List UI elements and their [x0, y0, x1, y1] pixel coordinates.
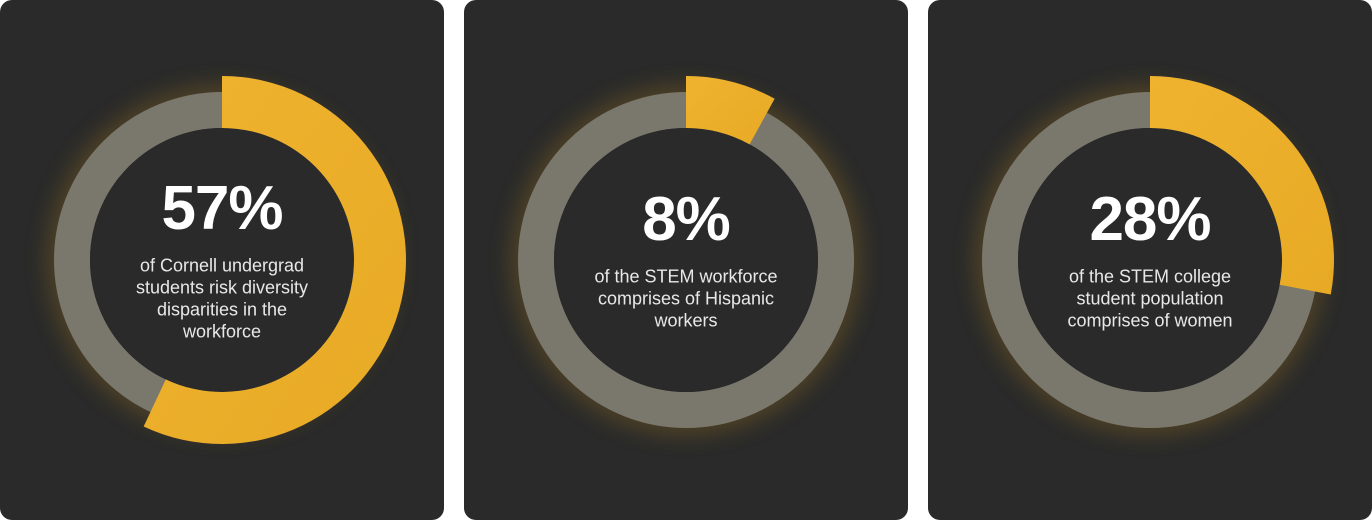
description-line: of the STEM college	[1069, 267, 1231, 287]
donut-value-arc	[686, 76, 775, 145]
percent-value: 28%	[1089, 185, 1210, 254]
donut-center-cover	[554, 128, 818, 392]
donut-value-arc	[1150, 76, 1334, 295]
description-line: workers	[653, 311, 717, 331]
donut-center-cover	[90, 128, 354, 392]
description-line: students risk diversity	[136, 278, 308, 298]
percent-value: 57%	[161, 174, 282, 243]
description-line: comprises of Hispanic	[598, 289, 774, 309]
description-line: student population	[1076, 289, 1223, 309]
description-line: workforce	[182, 322, 261, 342]
description-line: disparities in the	[157, 300, 287, 320]
description-line: of the STEM workforce	[594, 267, 777, 287]
percent-value: 8%	[642, 185, 730, 254]
donut-value-arc	[143, 76, 406, 444]
stat-card: 28% of the STEM college student population…	[928, 0, 1372, 520]
description-line: comprises of women	[1067, 311, 1232, 331]
stat-card: 57% of Cornell undergrad students risk div…	[0, 0, 444, 520]
description-line: of Cornell undergrad	[140, 256, 304, 276]
stat-card: 8% of the STEM workforce comprises of Hisp…	[464, 0, 908, 520]
donut-center-cover	[1018, 128, 1282, 392]
